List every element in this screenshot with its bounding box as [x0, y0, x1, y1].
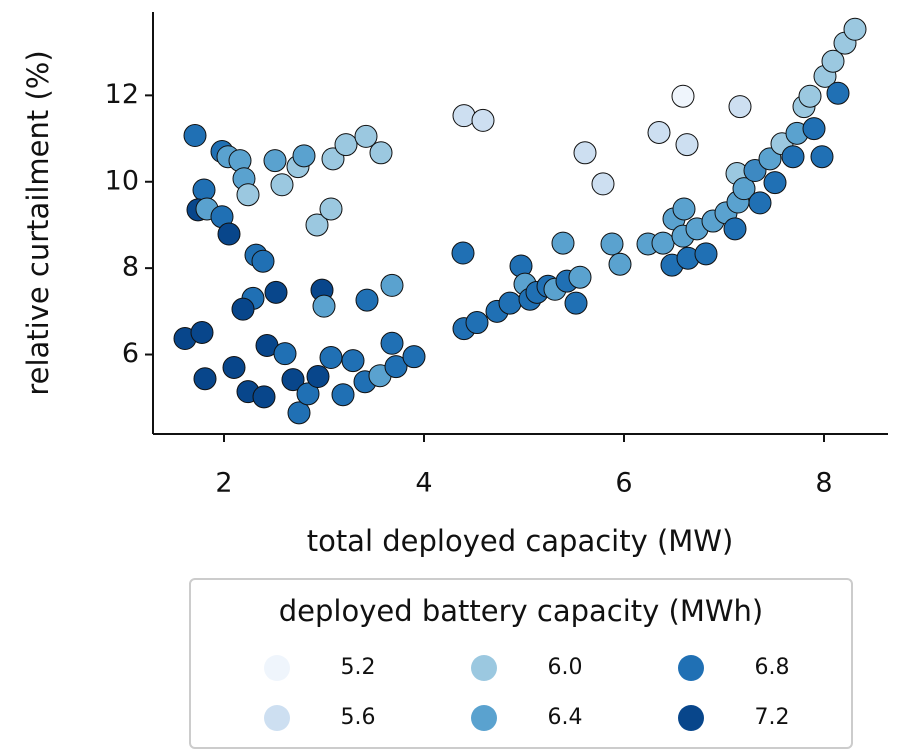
point	[292, 144, 316, 168]
y-tick-label: 6	[122, 338, 139, 369]
point	[296, 382, 320, 406]
point	[732, 177, 756, 201]
point	[651, 231, 675, 255]
point	[802, 117, 826, 141]
point	[236, 183, 260, 207]
point	[270, 173, 294, 197]
point	[843, 17, 867, 41]
point	[380, 331, 404, 355]
point	[471, 108, 495, 132]
x-tick-label: 4	[415, 468, 432, 499]
point	[591, 172, 615, 196]
point	[675, 133, 699, 157]
x-tick-label: 8	[815, 468, 832, 499]
point	[334, 133, 358, 157]
point	[183, 124, 207, 148]
point	[192, 178, 216, 202]
point	[573, 141, 597, 165]
point	[319, 346, 343, 370]
point	[451, 241, 475, 265]
point	[465, 311, 489, 335]
point	[263, 149, 287, 173]
legend-marker	[471, 655, 497, 681]
point	[694, 242, 718, 266]
point	[369, 141, 393, 165]
point	[452, 104, 476, 128]
point	[305, 213, 329, 237]
legend-box	[189, 578, 853, 749]
point	[231, 297, 255, 321]
point	[671, 84, 695, 108]
point	[600, 232, 624, 256]
legend-label: 5.6	[341, 705, 376, 730]
point	[810, 145, 834, 169]
point	[384, 355, 408, 379]
point	[319, 197, 343, 221]
point	[264, 280, 288, 304]
point	[551, 231, 575, 255]
legend-marker	[678, 655, 704, 681]
point	[380, 273, 404, 297]
point	[273, 342, 297, 366]
point	[826, 81, 850, 105]
legend-label: 5.2	[341, 655, 376, 680]
point	[193, 367, 217, 391]
legend-marker	[471, 705, 497, 731]
point	[222, 355, 246, 379]
point	[758, 147, 782, 171]
point	[190, 320, 214, 344]
point	[723, 217, 747, 241]
point	[402, 345, 426, 369]
point	[728, 95, 752, 119]
legend-label: 7.2	[755, 705, 790, 730]
point	[331, 383, 355, 407]
point	[647, 121, 671, 145]
point	[251, 249, 275, 273]
point	[281, 368, 305, 392]
legend-marker	[264, 655, 290, 681]
point	[287, 401, 311, 425]
point	[341, 349, 365, 373]
point	[608, 252, 632, 276]
legend-marker	[264, 705, 290, 731]
point	[355, 288, 379, 312]
y-axis-label: relative curtailment (%)	[21, 50, 55, 395]
point	[763, 171, 787, 195]
y-tick-label: 8	[122, 252, 139, 283]
point	[672, 197, 696, 221]
y-tick-label: 10	[105, 165, 139, 196]
legend-label: 6.8	[755, 655, 790, 680]
point	[498, 291, 522, 315]
point	[252, 385, 276, 409]
legend-marker	[678, 705, 704, 731]
x-axis-label: total deployed capacity (MW)	[307, 524, 734, 558]
point	[306, 365, 330, 389]
point	[564, 291, 588, 315]
point	[568, 265, 592, 289]
point	[781, 145, 805, 169]
point	[312, 294, 336, 318]
point	[821, 49, 845, 73]
y-tick-label: 12	[105, 79, 139, 110]
x-tick-label: 2	[215, 468, 232, 499]
x-tick-label: 6	[615, 468, 632, 499]
legend-title: deployed battery capacity (MWh)	[279, 594, 764, 628]
legend-label: 6.0	[548, 655, 583, 680]
points	[173, 17, 867, 425]
point	[748, 191, 772, 215]
point	[217, 222, 241, 246]
point	[321, 147, 345, 171]
point	[354, 124, 378, 148]
legend-label: 6.4	[548, 705, 583, 730]
point	[798, 84, 822, 108]
